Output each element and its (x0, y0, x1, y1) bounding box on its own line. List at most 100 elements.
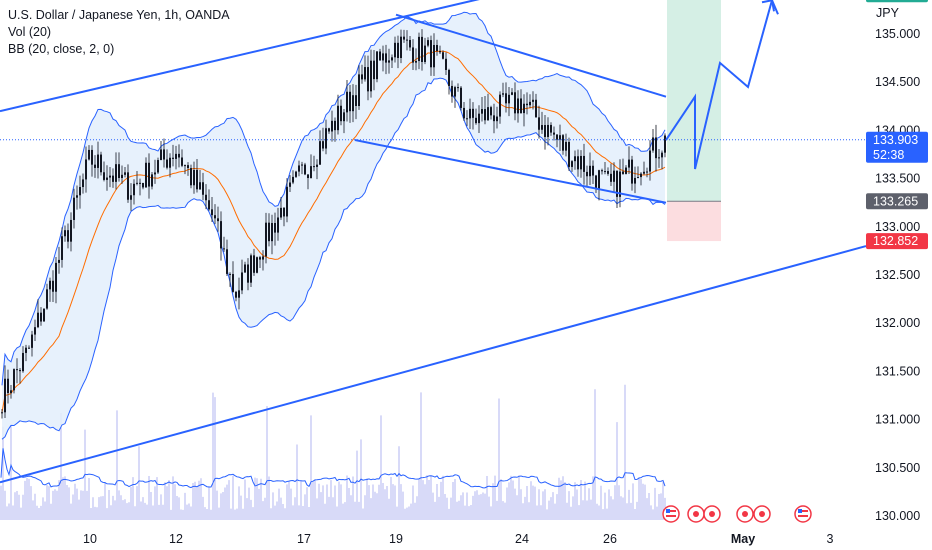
candle-body (346, 91, 348, 113)
candle-body (511, 92, 513, 95)
candle-body (286, 186, 288, 217)
candle-body (220, 221, 222, 249)
candle-body (655, 137, 657, 159)
candle-body (580, 155, 582, 170)
time-tick-label: 19 (389, 532, 403, 546)
candle-body (226, 249, 228, 274)
price-tick-label: 130.500 (875, 461, 920, 475)
candle-body (541, 125, 543, 130)
candle-body (103, 172, 105, 180)
projection-arrowhead (761, 0, 775, 12)
candle-body (601, 170, 603, 172)
us-flag-event-icon[interactable] (794, 505, 812, 523)
candle-body (310, 166, 312, 179)
candle-body (589, 165, 591, 177)
time-tick-label: May (731, 532, 755, 546)
candle-body (403, 36, 405, 40)
candle-body (25, 347, 27, 353)
last-price-tag-background (866, 131, 928, 163)
candle-body (577, 156, 579, 170)
volume-bars (0, 384, 666, 520)
candle-body (544, 125, 546, 137)
candle-body (217, 218, 219, 222)
candle-body (256, 257, 258, 273)
candle-body (340, 105, 342, 122)
time-tick-label: 12 (169, 532, 183, 546)
candle-body (250, 255, 252, 283)
candle-body (400, 36, 402, 58)
candle-body (202, 182, 204, 195)
bollinger-fill (2, 12, 665, 440)
candle-body (283, 207, 285, 217)
candle-body (184, 165, 186, 167)
candle-body (97, 154, 99, 168)
candle-body (61, 236, 63, 260)
candle-body (154, 172, 156, 175)
candle-body (616, 170, 618, 197)
time-axis-background (0, 528, 932, 550)
candle-body (259, 257, 261, 260)
candle-body (142, 182, 144, 188)
ascending-channel-lower (0, 245, 867, 484)
flag-canton (666, 509, 670, 513)
time-tick-label: 26 (603, 532, 617, 546)
candle-body (178, 153, 180, 158)
candle-body (304, 164, 306, 175)
symbol-title[interactable]: U.S. Dollar / Japanese Yen, 1h, OANDA (8, 8, 230, 22)
candle-body (124, 172, 126, 175)
candle-body (73, 197, 75, 220)
candle-body (355, 95, 357, 106)
candle-body (112, 175, 114, 182)
candle-body (640, 173, 642, 178)
candle-body (478, 113, 480, 124)
candle-body (139, 182, 141, 184)
event-marker-icon[interactable] (736, 505, 754, 523)
candle-body (235, 291, 237, 298)
bar-countdown-tag: 52:38 (873, 148, 904, 162)
volume-indicator-label[interactable]: Vol (20) (8, 25, 52, 39)
candle-body (487, 107, 489, 121)
candle-body (70, 219, 72, 242)
trendlines[interactable] (0, 0, 867, 484)
candle-body (199, 182, 201, 190)
time-axis[interactable]: 10 12 17 19 24 26 May 3 (0, 528, 932, 550)
economic-events[interactable] (662, 505, 812, 523)
price-axis[interactable]: JPY 130.000 130.500 131.000 131.500 132.000 13… (866, 0, 932, 550)
price-tick-label: 132.000 (875, 316, 920, 330)
candle-body (145, 162, 147, 188)
candle-body (382, 53, 384, 61)
candle-body (325, 128, 327, 149)
candle-body (118, 164, 120, 179)
candle-body (334, 120, 336, 131)
chart-legend[interactable]: U.S. Dollar / Japanese Yen, 1h, OANDA Vo… (8, 7, 230, 58)
candle-body (28, 347, 30, 349)
take-profit-tag-background (866, 0, 928, 3)
candle-body (262, 256, 264, 260)
event-marker-icon[interactable] (753, 505, 771, 523)
us-flag-event-icon[interactable] (662, 505, 680, 523)
time-tick-label: 3 (827, 532, 834, 546)
bollinger-indicator-label[interactable]: BB (20, close, 2, 0) (8, 42, 115, 56)
event-marker-icon[interactable] (703, 505, 721, 523)
candle-body (64, 230, 66, 237)
candle-body (1, 412, 3, 414)
event-marker-icon[interactable] (687, 505, 705, 523)
candle-body (232, 274, 234, 292)
candle-body (115, 164, 117, 182)
candle-body (643, 171, 645, 174)
candle-body (631, 159, 633, 184)
candle-body (136, 182, 138, 184)
candle-body (391, 57, 393, 61)
candle-body (367, 67, 369, 92)
candle-body (661, 152, 663, 158)
candle-body (610, 173, 612, 182)
candle-body (148, 162, 150, 187)
candle-body (613, 170, 615, 182)
falling-wedge-upper (395, 13, 667, 98)
candle-body (496, 116, 498, 122)
flag-stripe (798, 510, 808, 512)
candle-body (502, 93, 504, 95)
candle-body (424, 45, 426, 62)
